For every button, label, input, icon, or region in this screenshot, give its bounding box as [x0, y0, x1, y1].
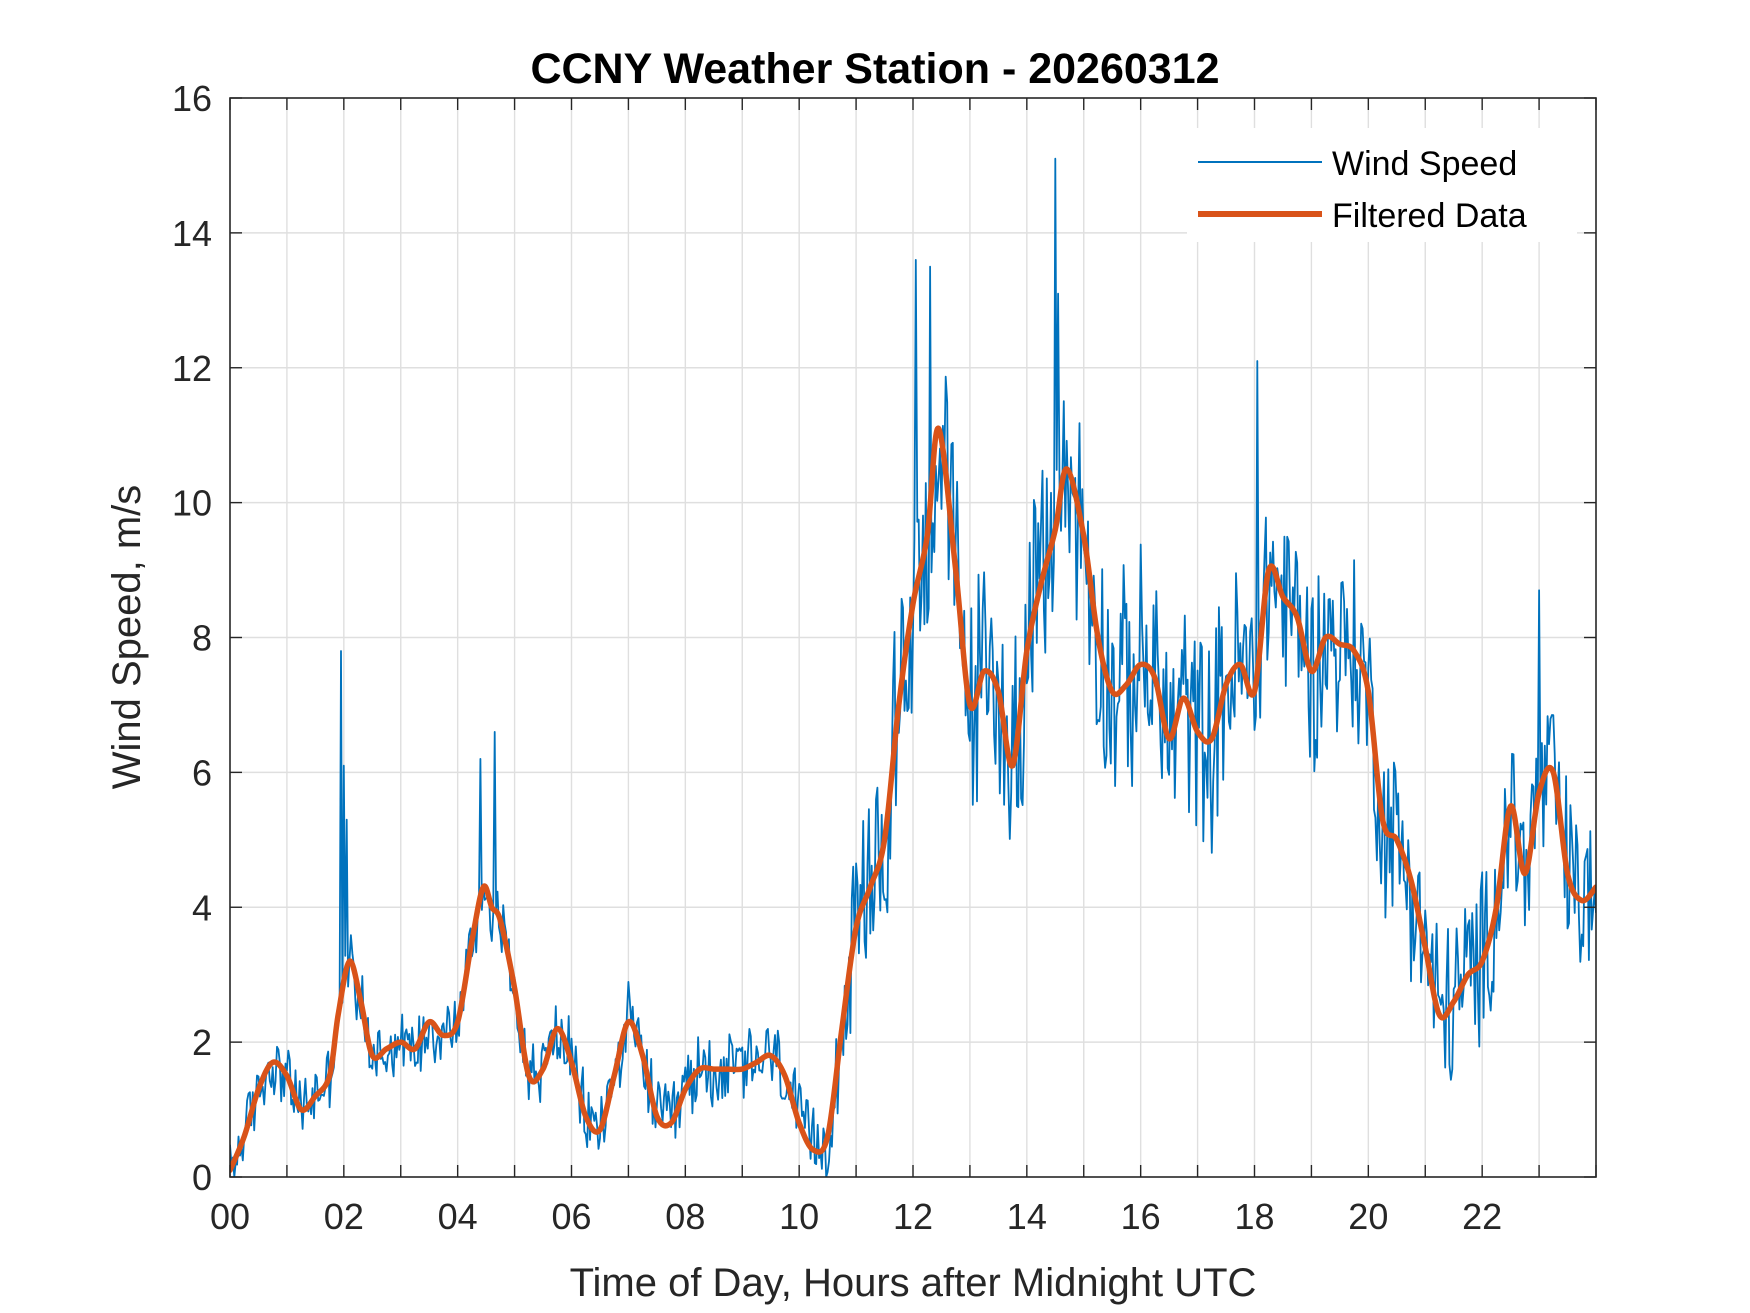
series-filtered-data-line	[230, 425, 1596, 1174]
x-tick-label: 14	[1007, 1196, 1047, 1237]
y-tick-label: 16	[172, 78, 212, 119]
y-tick-label: 8	[192, 618, 212, 659]
x-tick-label: 06	[551, 1196, 591, 1237]
x-tick-labels: 00 02 04 06 08 10 12 14 16 18 20 22	[210, 1196, 1502, 1237]
x-tick-label: 10	[779, 1196, 819, 1237]
x-tick-label: 20	[1348, 1196, 1388, 1237]
chart-title: CCNY Weather Station - 20260312	[530, 45, 1219, 93]
x-tick-label: 02	[324, 1196, 364, 1237]
x-tick-label: 16	[1121, 1196, 1161, 1237]
x-tick-label: 08	[665, 1196, 705, 1237]
y-axis-label: Wind Speed, m/s	[105, 485, 149, 790]
y-tick-label: 14	[172, 213, 212, 254]
x-tick-label: 12	[893, 1196, 933, 1237]
x-tick-label: 18	[1234, 1196, 1274, 1237]
x-tick-label: 04	[438, 1196, 478, 1237]
y-tick-label: 6	[192, 752, 212, 793]
y-tick-label: 10	[172, 483, 212, 524]
legend-label-filtered-data: Filtered Data	[1332, 197, 1527, 235]
x-axis-label: Time of Day, Hours after Midnight UTC	[570, 1261, 1257, 1305]
axis-ticks	[229, 97, 1597, 1178]
y-tick-label: 0	[192, 1157, 212, 1198]
y-tick-label: 12	[172, 348, 212, 389]
x-tick-label: 00	[210, 1196, 250, 1237]
legend: Wind Speed Filtered Data	[1187, 128, 1577, 242]
y-tick-label: 4	[192, 887, 212, 928]
legend-label-wind-speed: Wind Speed	[1332, 145, 1517, 183]
y-tick-label: 2	[192, 1022, 212, 1063]
x-tick-label: 22	[1462, 1196, 1502, 1237]
y-tick-labels: 0 2 4 6 8 10 12 14 16	[172, 78, 212, 1198]
